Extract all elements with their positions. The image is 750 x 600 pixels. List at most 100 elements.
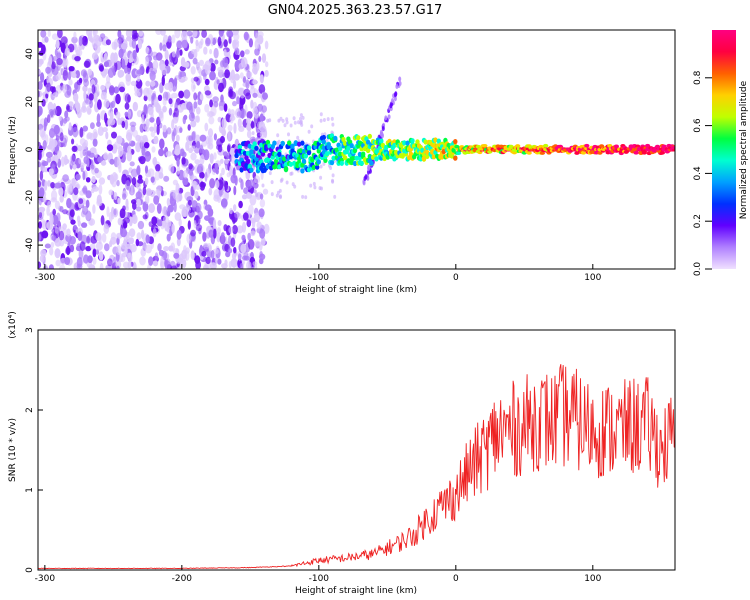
heatmap-band-cell (293, 140, 298, 147)
heatmap-noise-cell (230, 109, 235, 118)
heatmap-noise-cell (221, 167, 225, 176)
heatmap-noise-cell (41, 44, 46, 55)
heatmap-noise-cell (48, 264, 54, 269)
heatmap-noise-cell (168, 81, 174, 92)
heatmap-noise-cell (114, 42, 118, 49)
heatmap-band-cell (316, 159, 321, 165)
snr-x-ticks: -300 -200 -100 0 100 (35, 565, 602, 584)
heatmap-band-cell (287, 140, 292, 146)
heatmap-noise-cell (144, 177, 149, 186)
heatmap-noise-cell (164, 49, 169, 60)
heatmap-noise-cell (190, 66, 196, 75)
heatmap-noise-cell (190, 36, 194, 44)
heatmap-streak-cell (398, 76, 402, 82)
heatmap-noise-cell (38, 233, 42, 242)
heatmap-noise-cell (104, 112, 108, 124)
heatmap-noise-cell (168, 107, 173, 116)
heatmap-noise-cell (117, 117, 121, 125)
snr-multiplier: (x10⁴) (8, 311, 18, 338)
heatmap-noise-cell (230, 257, 238, 268)
heatmap-noise-cell (38, 261, 42, 269)
heatmap-noise-cell (52, 208, 56, 216)
heatmap-noise-cell (250, 120, 255, 129)
heatmap-noise-cell (125, 198, 129, 209)
heatmap-noise-cell (217, 116, 222, 123)
heatmap-band-cell (338, 151, 343, 157)
heatmap-band-core (629, 147, 632, 152)
heatmap-noise-cell (102, 127, 108, 133)
heatmap-noise-cell (50, 182, 55, 189)
x-tick-label: -300 (35, 273, 56, 283)
heatmap-noise-cell (161, 75, 165, 86)
heatmap-noise-cell (45, 93, 49, 99)
heatmap-streak-cell (389, 103, 393, 109)
heatmap-noise-cell (40, 249, 47, 257)
heatmap-noise-cell (213, 218, 217, 229)
heatmap-noise-cell (164, 222, 169, 232)
heatmap-noise-cell (123, 217, 130, 224)
heatmap-band-core (621, 147, 624, 152)
heatmap-noise-cell (91, 52, 99, 60)
heatmap-noise-cell (168, 98, 173, 105)
heatmap-noise-cell (190, 250, 195, 260)
heatmap-noise-cell (244, 49, 250, 55)
heatmap-noise-cell (50, 197, 58, 203)
heatmap-noise-cell (139, 256, 146, 266)
heatmap-noise-cell (58, 115, 62, 121)
heatmap-noise-cell (124, 247, 128, 255)
heatmap-noise-cell (118, 145, 124, 157)
heatmap-noise-cell (173, 252, 180, 259)
heatmap-noise-cell (54, 182, 62, 189)
heatmap-noise-cell (82, 101, 86, 112)
heatmap-noise-cell (81, 35, 88, 46)
heatmap-noise-cell (110, 52, 116, 63)
heatmap-noise-cell (117, 69, 125, 78)
heatmap-noise-cell (130, 80, 137, 86)
heatmap-band-cell (236, 165, 241, 171)
heatmap-noise-cell (157, 243, 162, 252)
heatmap-noise-cell (42, 160, 49, 167)
heatmap-band-cell (539, 151, 546, 155)
heatmap-noise-cell (89, 147, 97, 154)
snr-x-label: Height of straight line (km) (295, 586, 417, 596)
heatmap-noise-cell (208, 116, 215, 125)
snr-series-line (38, 364, 675, 570)
heatmap-noise-cell (270, 192, 274, 197)
heatmap-noise-cell (195, 39, 199, 47)
heatmap-noise-cell (221, 117, 227, 129)
heatmap-noise-cell (312, 181, 316, 186)
heatmap-noise-cell (259, 74, 264, 84)
heatmap-noise-cell (79, 126, 84, 138)
heatmap-noise-cell (164, 59, 169, 67)
heatmap-noise-cell (183, 114, 188, 121)
heatmap-band-cell (354, 155, 359, 161)
heatmap-noise-cell (38, 161, 41, 168)
heatmap-noise-cell (264, 70, 269, 77)
heatmap-noise-cell (82, 185, 88, 195)
heatmap-noise-cell (113, 173, 119, 181)
heatmap-noise-cell (41, 230, 49, 239)
heatmap-streak-cell (393, 92, 397, 98)
heatmap-noise-cell (153, 135, 159, 145)
heatmap-noise-cell (191, 131, 196, 142)
heatmap-noise-cell (50, 241, 55, 248)
heatmap-noise-cell (182, 75, 188, 82)
heatmap-band-core (639, 147, 642, 152)
heatmap-streak-cell (395, 84, 399, 89)
heatmap-band-cell (349, 143, 354, 149)
heatmap-band-core (586, 147, 589, 152)
heatmap-noise-cell (236, 225, 244, 234)
heatmap-band-cell (451, 147, 456, 153)
heatmap-noise-cell (130, 168, 138, 178)
heatmap-noise-cell (97, 126, 104, 136)
heatmap-noise-cell (117, 217, 123, 226)
heatmap-noise-cell (277, 118, 281, 123)
heatmap-noise-cell (238, 125, 245, 132)
heatmap-noise-cell (145, 234, 150, 244)
heatmap-noise-cell (203, 149, 210, 161)
heatmap-noise-cell (190, 229, 197, 237)
heatmap-noise-cell (192, 30, 198, 38)
heatmap-noise-cell (158, 249, 165, 257)
heatmap-noise-cell (188, 112, 195, 122)
x-tick-label: 0 (453, 574, 459, 584)
